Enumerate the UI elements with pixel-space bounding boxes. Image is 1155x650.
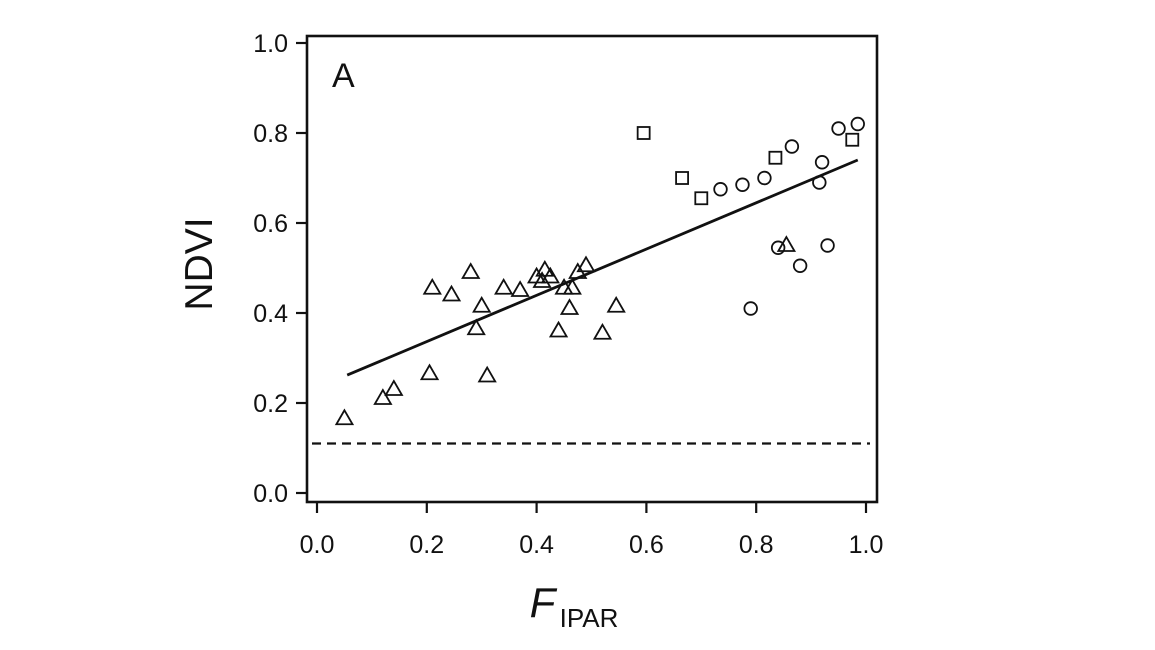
circle-marker: [713, 182, 728, 197]
triangle-marker: [419, 363, 440, 381]
square-marker: [694, 191, 709, 206]
triangle-marker: [466, 318, 486, 336]
plot-frame: [305, 34, 879, 504]
circle-marker: [820, 238, 835, 253]
y-tick-label: 1.0: [253, 30, 288, 58]
triangle-marker: [559, 298, 580, 315]
square-marker: [636, 126, 651, 140]
triangle-marker: [592, 322, 613, 340]
triangle-marker: [422, 277, 442, 295]
triangle-marker: [548, 320, 569, 338]
x-tick-label: 0.6: [629, 531, 664, 559]
triangle-marker: [776, 235, 797, 252]
circle-marker: [784, 139, 800, 154]
x-tick-label: 0.4: [519, 531, 554, 559]
x-axis-label-main: F: [530, 579, 558, 626]
regression-line: [346, 158, 859, 377]
circle-marker: [792, 258, 808, 273]
triangle-marker: [535, 259, 555, 277]
panel-label: A: [332, 57, 355, 95]
square-marker: [768, 150, 783, 165]
circle-marker: [770, 240, 786, 255]
triangle-marker: [540, 266, 560, 284]
x-tick-label: 0.2: [409, 531, 444, 559]
circle-marker: [812, 175, 827, 190]
y-tick-label: 0.8: [253, 120, 288, 148]
triangle-marker: [461, 262, 481, 279]
square-marker: [675, 171, 689, 185]
triangle-marker: [441, 284, 462, 302]
x-axis-label-subscript: IPAR: [560, 603, 619, 633]
triangle-marker: [384, 379, 404, 396]
x-tick-label: 0.0: [300, 531, 335, 559]
triangle-marker: [373, 388, 393, 405]
circle-marker: [814, 155, 830, 170]
square-marker: [845, 132, 860, 147]
circle-marker: [743, 301, 758, 316]
x-axis-label: F IPAR: [530, 579, 619, 633]
triangle-marker: [532, 271, 552, 288]
plot-area: 0.0 0.2 0.4 0.6 0.8 1.0 0.0 0.2 0.4 0.6 0.8 1.0: [253, 30, 883, 559]
y-tick-label: 0.6: [253, 210, 288, 238]
circle-marker: [831, 121, 846, 136]
x-tick-label: 1.0: [849, 531, 884, 559]
triangle-marker: [494, 277, 514, 295]
x-tick-label: 0.8: [739, 531, 774, 559]
triangle-marker: [562, 277, 582, 295]
triangle-marker: [576, 255, 596, 273]
y-tick-label: 0.2: [253, 390, 288, 418]
y-tick-label: 0.4: [253, 300, 288, 328]
circle-marker: [735, 177, 750, 192]
circle-marker: [850, 116, 865, 132]
circle-marker: [757, 170, 772, 186]
y-axis-label: NDVI: [178, 217, 221, 310]
triangle-marker: [477, 365, 497, 383]
y-tick-label: 0.0: [253, 480, 288, 508]
triangle-marker: [510, 280, 530, 297]
triangle-marker: [472, 295, 492, 313]
triangle-marker: [334, 408, 355, 426]
triangle-marker: [606, 295, 626, 313]
